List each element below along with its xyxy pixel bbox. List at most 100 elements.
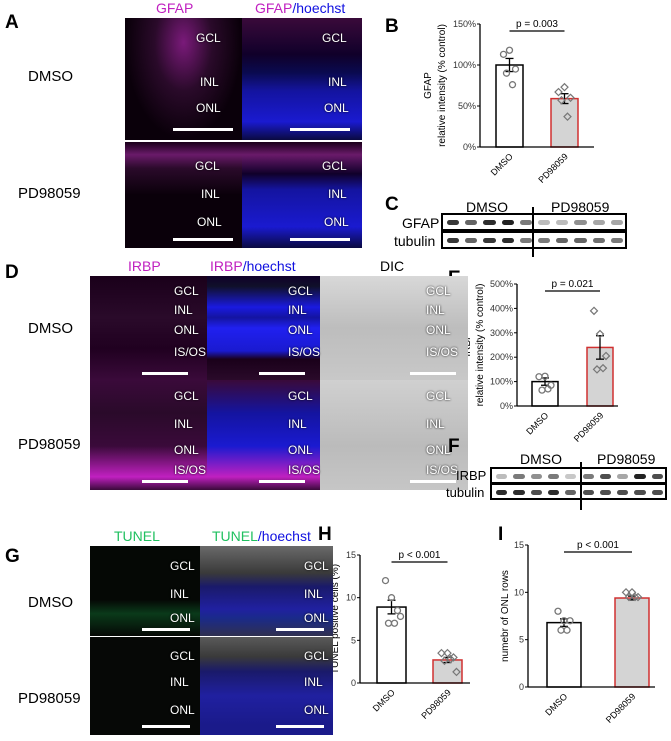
blot-band bbox=[634, 474, 646, 479]
y-tick-label: 0 bbox=[351, 678, 356, 688]
panel-label-g: G bbox=[5, 546, 20, 567]
micrograph-irbp-dmso bbox=[90, 276, 207, 380]
layer-label: GCL bbox=[288, 389, 313, 403]
micrograph-tunel-pd98059 bbox=[90, 637, 200, 735]
blot-label-gfap: GFAP bbox=[402, 215, 440, 231]
data-point bbox=[502, 69, 511, 77]
layer-label: INL bbox=[288, 417, 307, 431]
layer-label: INL bbox=[304, 675, 323, 689]
blot-band bbox=[651, 490, 663, 495]
row-label-dmso: DMSO bbox=[28, 594, 73, 611]
layer-label: IS/OS bbox=[174, 345, 207, 359]
blot-band bbox=[547, 490, 560, 495]
data-point bbox=[563, 626, 571, 634]
layer-label: GCL bbox=[174, 284, 199, 298]
scale-bar bbox=[410, 372, 456, 375]
header-irbp: IRBP bbox=[128, 258, 161, 274]
bar-pd98059 bbox=[550, 97, 579, 148]
layer-label: GCL bbox=[174, 389, 199, 403]
x-tick-label: PD98059 bbox=[419, 687, 453, 721]
blot-band bbox=[582, 474, 594, 479]
micrograph-gfap-hoechst-pd98059: GCL INL ONL bbox=[242, 142, 362, 248]
blot-band bbox=[519, 238, 532, 243]
data-point bbox=[566, 93, 575, 103]
header-tunel: TUNEL bbox=[114, 528, 160, 544]
data-point bbox=[624, 592, 634, 602]
layer-label: ONL bbox=[174, 443, 199, 457]
blot-divider bbox=[532, 207, 534, 257]
p-value-annotation: p = 0.003 bbox=[516, 19, 558, 30]
micrograph-gfap-hoechst-dmso: GCL INL ONL bbox=[242, 18, 362, 140]
layer-label: ONL bbox=[304, 703, 329, 717]
data-point bbox=[557, 95, 566, 105]
blot-band bbox=[634, 490, 646, 495]
data-point bbox=[511, 65, 520, 73]
bar-pd98059 bbox=[614, 597, 650, 688]
micrograph-tunel-dmso bbox=[90, 546, 200, 636]
data-point bbox=[544, 385, 552, 393]
blot-band bbox=[565, 474, 577, 479]
layer-label: INL bbox=[304, 587, 323, 601]
panel-label-i: I bbox=[498, 524, 504, 545]
scale-bar bbox=[290, 238, 350, 241]
scale-bar bbox=[142, 480, 188, 483]
y-axis-label: GFAP bbox=[423, 72, 434, 99]
y-tick-label: 10 bbox=[346, 593, 356, 603]
p-value-annotation: p = 0.021 bbox=[552, 279, 594, 290]
blot-band bbox=[465, 220, 478, 225]
row-label-dmso: DMSO bbox=[28, 320, 73, 337]
blot-band bbox=[538, 220, 551, 225]
scale-bar bbox=[259, 480, 305, 483]
blot-band bbox=[501, 238, 514, 243]
y-tick-label: 300% bbox=[490, 328, 513, 338]
panel-label-c: C bbox=[385, 194, 399, 215]
layer-label: GCL bbox=[304, 559, 329, 573]
micrograph-gfap-pd98059: GCL INL ONL bbox=[125, 142, 242, 248]
y-tick-label: 100% bbox=[453, 60, 476, 70]
data-point bbox=[598, 363, 608, 373]
blot-band bbox=[530, 474, 542, 479]
micrograph-dic-dmso bbox=[320, 276, 468, 380]
blot-band bbox=[513, 474, 525, 479]
blot-band bbox=[447, 220, 460, 225]
micrograph-dic-pd98059 bbox=[320, 380, 468, 490]
y-tick-label: 50% bbox=[458, 101, 476, 111]
blot-band bbox=[617, 490, 629, 495]
y-axis-label: relative intensity (% control) bbox=[475, 284, 486, 407]
micrograph-irbp-hoechst-dmso bbox=[207, 276, 320, 380]
blot-band bbox=[538, 238, 551, 243]
blot-group-pd98059: PD98059 bbox=[597, 451, 656, 467]
layer-label: GCL bbox=[196, 31, 221, 45]
data-point bbox=[443, 648, 452, 658]
x-tick-label: PD98059 bbox=[604, 691, 638, 725]
scale-bar bbox=[142, 372, 188, 375]
x-tick-label: PD98059 bbox=[572, 410, 606, 444]
data-point bbox=[554, 87, 563, 97]
x-tick-label: DMSO bbox=[489, 151, 515, 177]
micrograph-tunel-hoechst-dmso bbox=[200, 546, 333, 636]
y-tick-label: 500% bbox=[490, 279, 513, 289]
layer-label: ONL bbox=[426, 443, 451, 457]
layer-label: GCL bbox=[170, 559, 195, 573]
header-part: /hoechst bbox=[292, 0, 346, 16]
blot-band bbox=[565, 490, 577, 495]
blot-band bbox=[465, 238, 478, 243]
scale-bar bbox=[410, 480, 456, 483]
scale-bar bbox=[173, 128, 233, 131]
blot-band bbox=[547, 474, 560, 479]
blot-band bbox=[496, 490, 508, 495]
layer-label: IS/OS bbox=[426, 345, 459, 359]
blot-band bbox=[592, 238, 605, 243]
panel-label-f: F bbox=[448, 436, 460, 457]
blot-band bbox=[530, 490, 542, 495]
layer-label: INL bbox=[170, 587, 189, 601]
header-part: IRBP bbox=[210, 258, 243, 274]
layer-label: INL bbox=[174, 303, 193, 317]
panel-label-b: B bbox=[385, 16, 399, 37]
row-label-pd98059: PD98059 bbox=[18, 185, 81, 202]
western-blot-gfap bbox=[441, 213, 627, 231]
header-part: /hoechst bbox=[257, 528, 311, 544]
scale-bar bbox=[173, 238, 233, 241]
y-tick-label: 10 bbox=[514, 587, 524, 597]
layer-label: INL bbox=[288, 303, 307, 317]
